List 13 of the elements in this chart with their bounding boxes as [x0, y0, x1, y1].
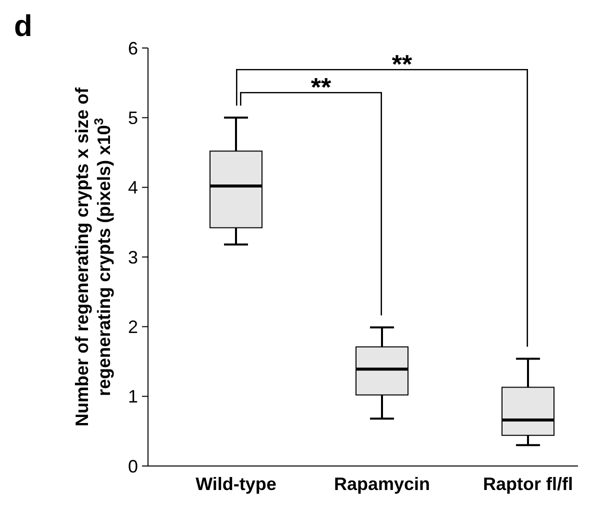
y-tick-label: 5	[128, 108, 138, 128]
y-tick-label: 1	[128, 386, 138, 407]
annotation: **	[392, 49, 413, 79]
text: d	[14, 10, 32, 43]
y-tick-label: 4	[128, 178, 138, 198]
x-tick-label: Rapamycin	[334, 474, 430, 494]
y-tick-label: 0	[128, 456, 138, 476]
annotation: **	[310, 72, 332, 102]
x-tick-label: Wild-type	[196, 474, 276, 494]
y-tick-label: 2	[128, 316, 138, 337]
y-tick-label: 6	[128, 38, 138, 58]
y-tick-label: 3	[128, 247, 138, 268]
x-tick-label: Raptor fl/fl	[483, 474, 573, 494]
